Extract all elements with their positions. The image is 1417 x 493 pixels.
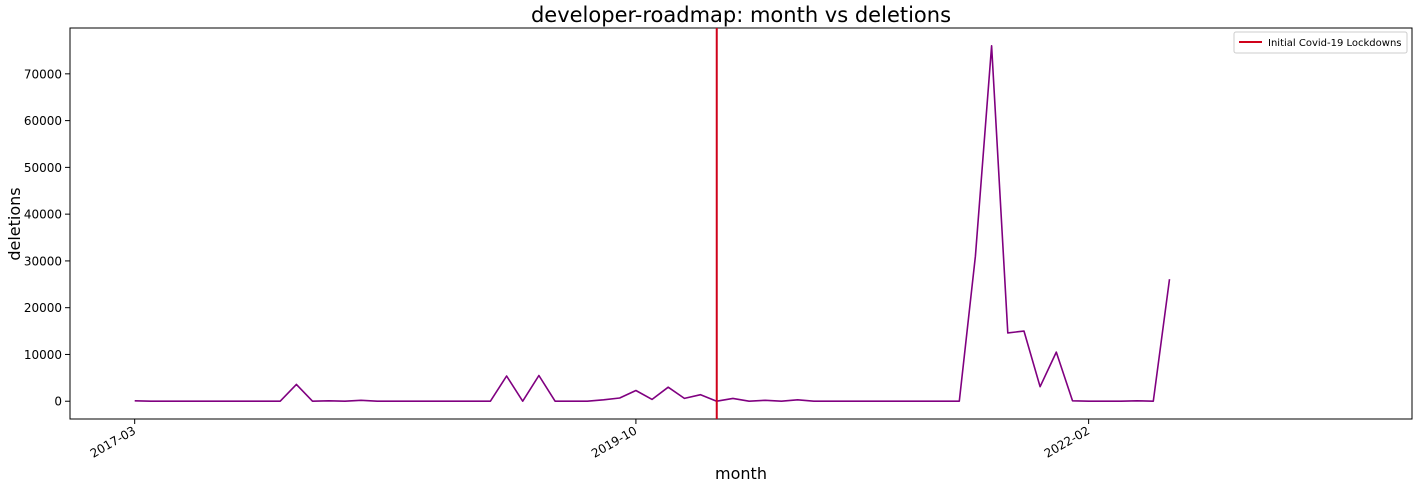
y-tick-label: 40000 [24,208,62,222]
plot-area [69,27,1413,420]
legend-label: Initial Covid-19 Lockdowns [1268,38,1402,49]
y-tick-label: 0 [54,395,62,409]
y-axis: 0 10000 20000 30000 40000 50000 60000 70000 [24,67,70,409]
x-axis: 2017-03 2019-10 2022-02 [88,419,1092,461]
x-tick-label: 2017-03 [88,423,138,460]
legend-box [1233,31,1408,54]
x-tick-label: 2022-02 [1042,423,1092,460]
series-line [134,44,1171,403]
y-tick-label: 20000 [24,301,62,315]
y-axis-label: deletions [5,187,24,260]
x-tick-label: 2019-10 [589,423,639,460]
y-tick-label: 10000 [24,348,62,362]
y-tick-label: 50000 [24,161,62,175]
y-tick-label: 60000 [24,114,62,128]
chart-title: developer-roadmap: month vs deletions [531,3,951,27]
y-tick-label: 30000 [24,254,62,268]
data-layer [134,28,1171,419]
legend: Initial Covid-19 Lockdowns [1233,31,1408,54]
x-axis-label: month [715,464,767,483]
y-tick-label: 70000 [24,67,62,81]
